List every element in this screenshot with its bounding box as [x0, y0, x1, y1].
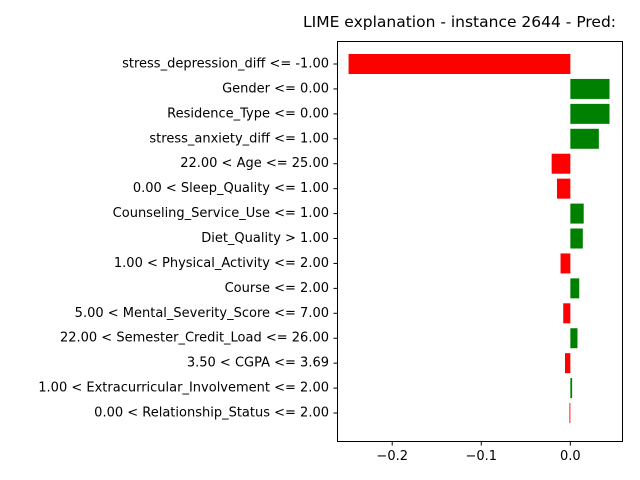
- chart-title: LIME explanation - instance 2644 - Pred:: [303, 13, 616, 31]
- x-tick-label: −0.1: [465, 449, 497, 464]
- bar-2: [570, 78, 610, 99]
- y-tick-label: 1.00 < Extracurricular_Involvement <= 2.…: [38, 381, 329, 396]
- bar-12: [570, 328, 578, 349]
- y-tick-label: 0.00 < Relationship_Status <= 2.00: [94, 406, 329, 421]
- plot-frame: [337, 41, 623, 442]
- y-tick-label: Residence_Type <= 0.00: [167, 106, 329, 121]
- bar-5: [551, 153, 571, 174]
- bar-15: [569, 403, 571, 424]
- y-tick-label: stress_depression_diff <= -1.00: [122, 57, 329, 72]
- y-tick-label: 5.00 < Mental_Severity_Score <= 7.00: [75, 306, 329, 321]
- bar-9: [560, 253, 571, 274]
- x-tick-label: 0.0: [560, 449, 581, 464]
- y-tick-label: Counseling_Service_Use <= 1.00: [113, 206, 329, 221]
- bar-14: [570, 378, 573, 399]
- bar-4: [570, 128, 599, 149]
- bar-6: [556, 178, 571, 199]
- y-tick-label: 22.00 < Age <= 25.00: [180, 156, 329, 171]
- bar-10: [570, 278, 580, 299]
- y-tick-label: 22.00 < Semester_Credit_Load <= 26.00: [60, 331, 329, 346]
- bar-11: [563, 303, 571, 324]
- y-tick-label: Diet_Quality > 1.00: [201, 231, 329, 246]
- bar-13: [565, 353, 571, 374]
- y-tick-label: Course <= 2.00: [225, 281, 329, 296]
- y-tick-label: 1.00 < Physical_Activity <= 2.00: [114, 256, 329, 271]
- bar-7: [570, 203, 584, 224]
- y-tick-labels: stress_depression_diff <= -1.00 Gender <=…: [38, 57, 338, 421]
- y-tick-label: 3.50 < CGPA <= 3.69: [187, 356, 329, 371]
- bar-1: [348, 54, 571, 74]
- bar-3: [570, 103, 610, 124]
- y-tick-label: 0.00 < Sleep_Quality <= 1.00: [133, 181, 329, 196]
- y-tick-label: stress_anxiety_diff <= 1.00: [149, 131, 329, 146]
- x-tick-label: −0.2: [376, 449, 408, 464]
- x-ticks: −0.2 −0.1 0.0: [376, 441, 581, 464]
- bar-8: [570, 228, 583, 249]
- bars-group: [348, 54, 610, 424]
- y-tick-label: Gender <= 0.00: [222, 81, 329, 96]
